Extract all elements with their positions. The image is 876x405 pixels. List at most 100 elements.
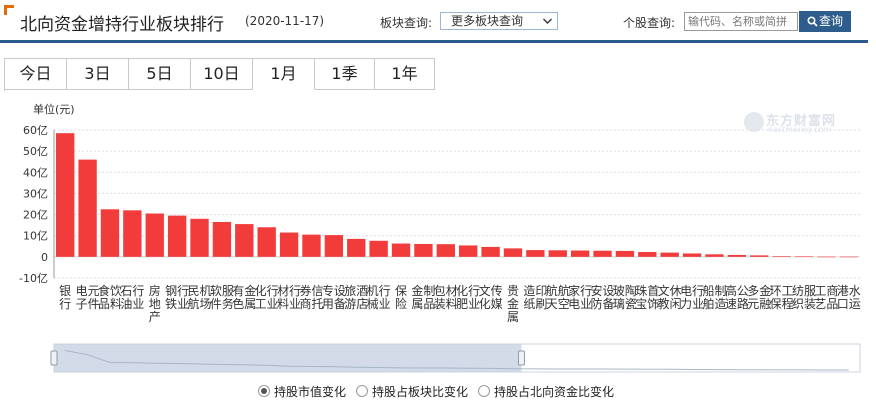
x-category-label: 贵金属 <box>507 284 519 324</box>
bar <box>302 234 321 257</box>
x-category-label: 航天航空 <box>546 283 570 311</box>
x-category-label: 机械行业 <box>367 284 391 311</box>
watermark-text: 东方财富网 <box>766 114 837 129</box>
sector-query-label: 板块查询: <box>380 16 433 30</box>
tab-1month[interactable]: 1月 <box>253 59 315 90</box>
x-category-label: 钢铁行业 <box>165 284 189 311</box>
bar <box>615 250 635 257</box>
y-tick-label: 40亿 <box>23 166 48 179</box>
tab-1quarter[interactable]: 1季 <box>315 59 375 90</box>
tab-5day[interactable]: 5日 <box>129 59 191 90</box>
x-category-label: 船舶制造 <box>702 284 726 311</box>
bar <box>772 256 791 257</box>
bar <box>548 250 567 257</box>
y-tick-label: 50亿 <box>23 145 48 158</box>
navigator-series <box>65 350 849 371</box>
x-category-label: 金属制品 <box>411 283 435 311</box>
radio-label: 持股占北向资金比变化 <box>494 385 615 399</box>
x-category-label: 化肥行业 <box>456 284 480 311</box>
x-category-label: 高速公路 <box>725 283 749 311</box>
bar <box>257 227 276 257</box>
eastmoney-logo-icon <box>744 112 764 132</box>
sector-select-value: 更多板块查询 <box>451 14 524 28</box>
radio-label: 持股占板块比变化 <box>372 385 469 399</box>
bar-chart: 60亿 50亿 40亿 30亿 20亿 10亿 0 -10亿银行电子元件食品饮料石油行业房地产… <box>19 124 861 373</box>
x-category-label: 包装材料 <box>434 284 458 311</box>
search-button-label: 查询 <box>818 14 843 28</box>
x-category-label: 化工行业 <box>255 284 279 311</box>
bar <box>794 256 814 258</box>
x-category-label: 民航机场 <box>188 284 212 311</box>
bar <box>190 218 209 257</box>
header-corner-mark <box>4 5 14 15</box>
search-button[interactable]: 查询 <box>799 11 851 32</box>
x-category-label: 银行 <box>59 284 71 311</box>
radio-market-value-change[interactable]: 持股市值变化 <box>258 384 346 400</box>
y-tick-label: 60亿 <box>23 124 48 137</box>
bar <box>235 224 254 257</box>
x-category-label: 文教休闲 <box>658 283 682 311</box>
x-category-label: 保险 <box>395 284 407 311</box>
x-category-label: 有色金属 <box>232 283 256 311</box>
x-category-label: 玻璃陶瓷 <box>613 283 637 311</box>
x-category-label: 港口水运 <box>837 284 861 311</box>
bar <box>167 215 187 257</box>
x-category-label: 食品饮料 <box>98 283 122 311</box>
bar <box>727 254 747 257</box>
x-category-label: 房地产 <box>149 283 161 324</box>
radio-northbound-share-change[interactable]: 持股占北向资金比变化 <box>478 384 614 400</box>
bar <box>279 232 299 257</box>
y-tick-label: 20亿 <box>23 209 48 222</box>
y-tick-label: 30亿 <box>23 187 48 200</box>
bar <box>593 250 612 257</box>
x-category-label: 造纸印刷 <box>523 284 547 311</box>
tab-3day[interactable]: 3日 <box>67 59 129 90</box>
x-category-label: 石油行业 <box>120 284 144 311</box>
page-title: 北向资金增持行业板块排行 <box>20 15 224 35</box>
bar <box>481 246 500 257</box>
navigator-handle <box>50 350 58 366</box>
bar <box>503 248 523 257</box>
y-tick-label: -10亿 <box>19 272 48 285</box>
x-category-label: 纺织服装 <box>792 284 816 311</box>
x-category-label: 安防设备 <box>591 283 615 311</box>
bar <box>391 243 411 257</box>
x-category-label: 材料行业 <box>277 284 301 311</box>
y-tick-label: 10亿 <box>23 230 48 243</box>
x-category-label: 环保工程 <box>770 284 794 311</box>
bar <box>347 238 366 257</box>
bar <box>705 254 724 257</box>
x-category-label: 旅游酒店 <box>344 284 368 311</box>
bar <box>459 245 478 257</box>
x-category-label: 电子元件 <box>76 284 100 311</box>
bar <box>526 250 545 257</box>
bar <box>817 256 836 258</box>
tab-today[interactable]: 今日 <box>5 59 67 90</box>
bar <box>839 256 858 258</box>
radio-sector-share-change[interactable]: 持股占板块比变化 <box>356 384 468 400</box>
stock-search-input[interactable]: 输代码、名称或简拼 <box>684 12 798 31</box>
bar <box>324 235 344 257</box>
bar <box>660 252 679 257</box>
bar <box>145 213 164 257</box>
radio-unchecked-icon <box>356 385 368 397</box>
period-tabs: 今日 3日 5日 10日 1月 1季 1年 <box>4 58 435 91</box>
bar <box>100 209 120 257</box>
bar <box>369 240 388 257</box>
sector-select[interactable]: 更多板块查询 <box>440 12 558 30</box>
bar <box>56 133 75 257</box>
bar <box>414 243 433 257</box>
x-category-label: 家电行业 <box>568 283 592 311</box>
chevron-down-icon <box>542 13 553 34</box>
x-category-label: 珠宝首饰 <box>635 284 659 311</box>
tab-10day[interactable]: 10日 <box>191 59 253 90</box>
radio-unchecked-icon <box>478 385 490 397</box>
tab-1year[interactable]: 1年 <box>375 59 435 90</box>
x-category-label: 文化传媒 <box>479 283 503 311</box>
bar <box>212 221 232 257</box>
y-tick-label: 0 <box>41 251 48 264</box>
unit-label: 单位(元) <box>33 103 75 116</box>
bar <box>750 255 769 257</box>
radio-checked-icon <box>258 385 270 397</box>
navigator-selection <box>54 344 522 372</box>
